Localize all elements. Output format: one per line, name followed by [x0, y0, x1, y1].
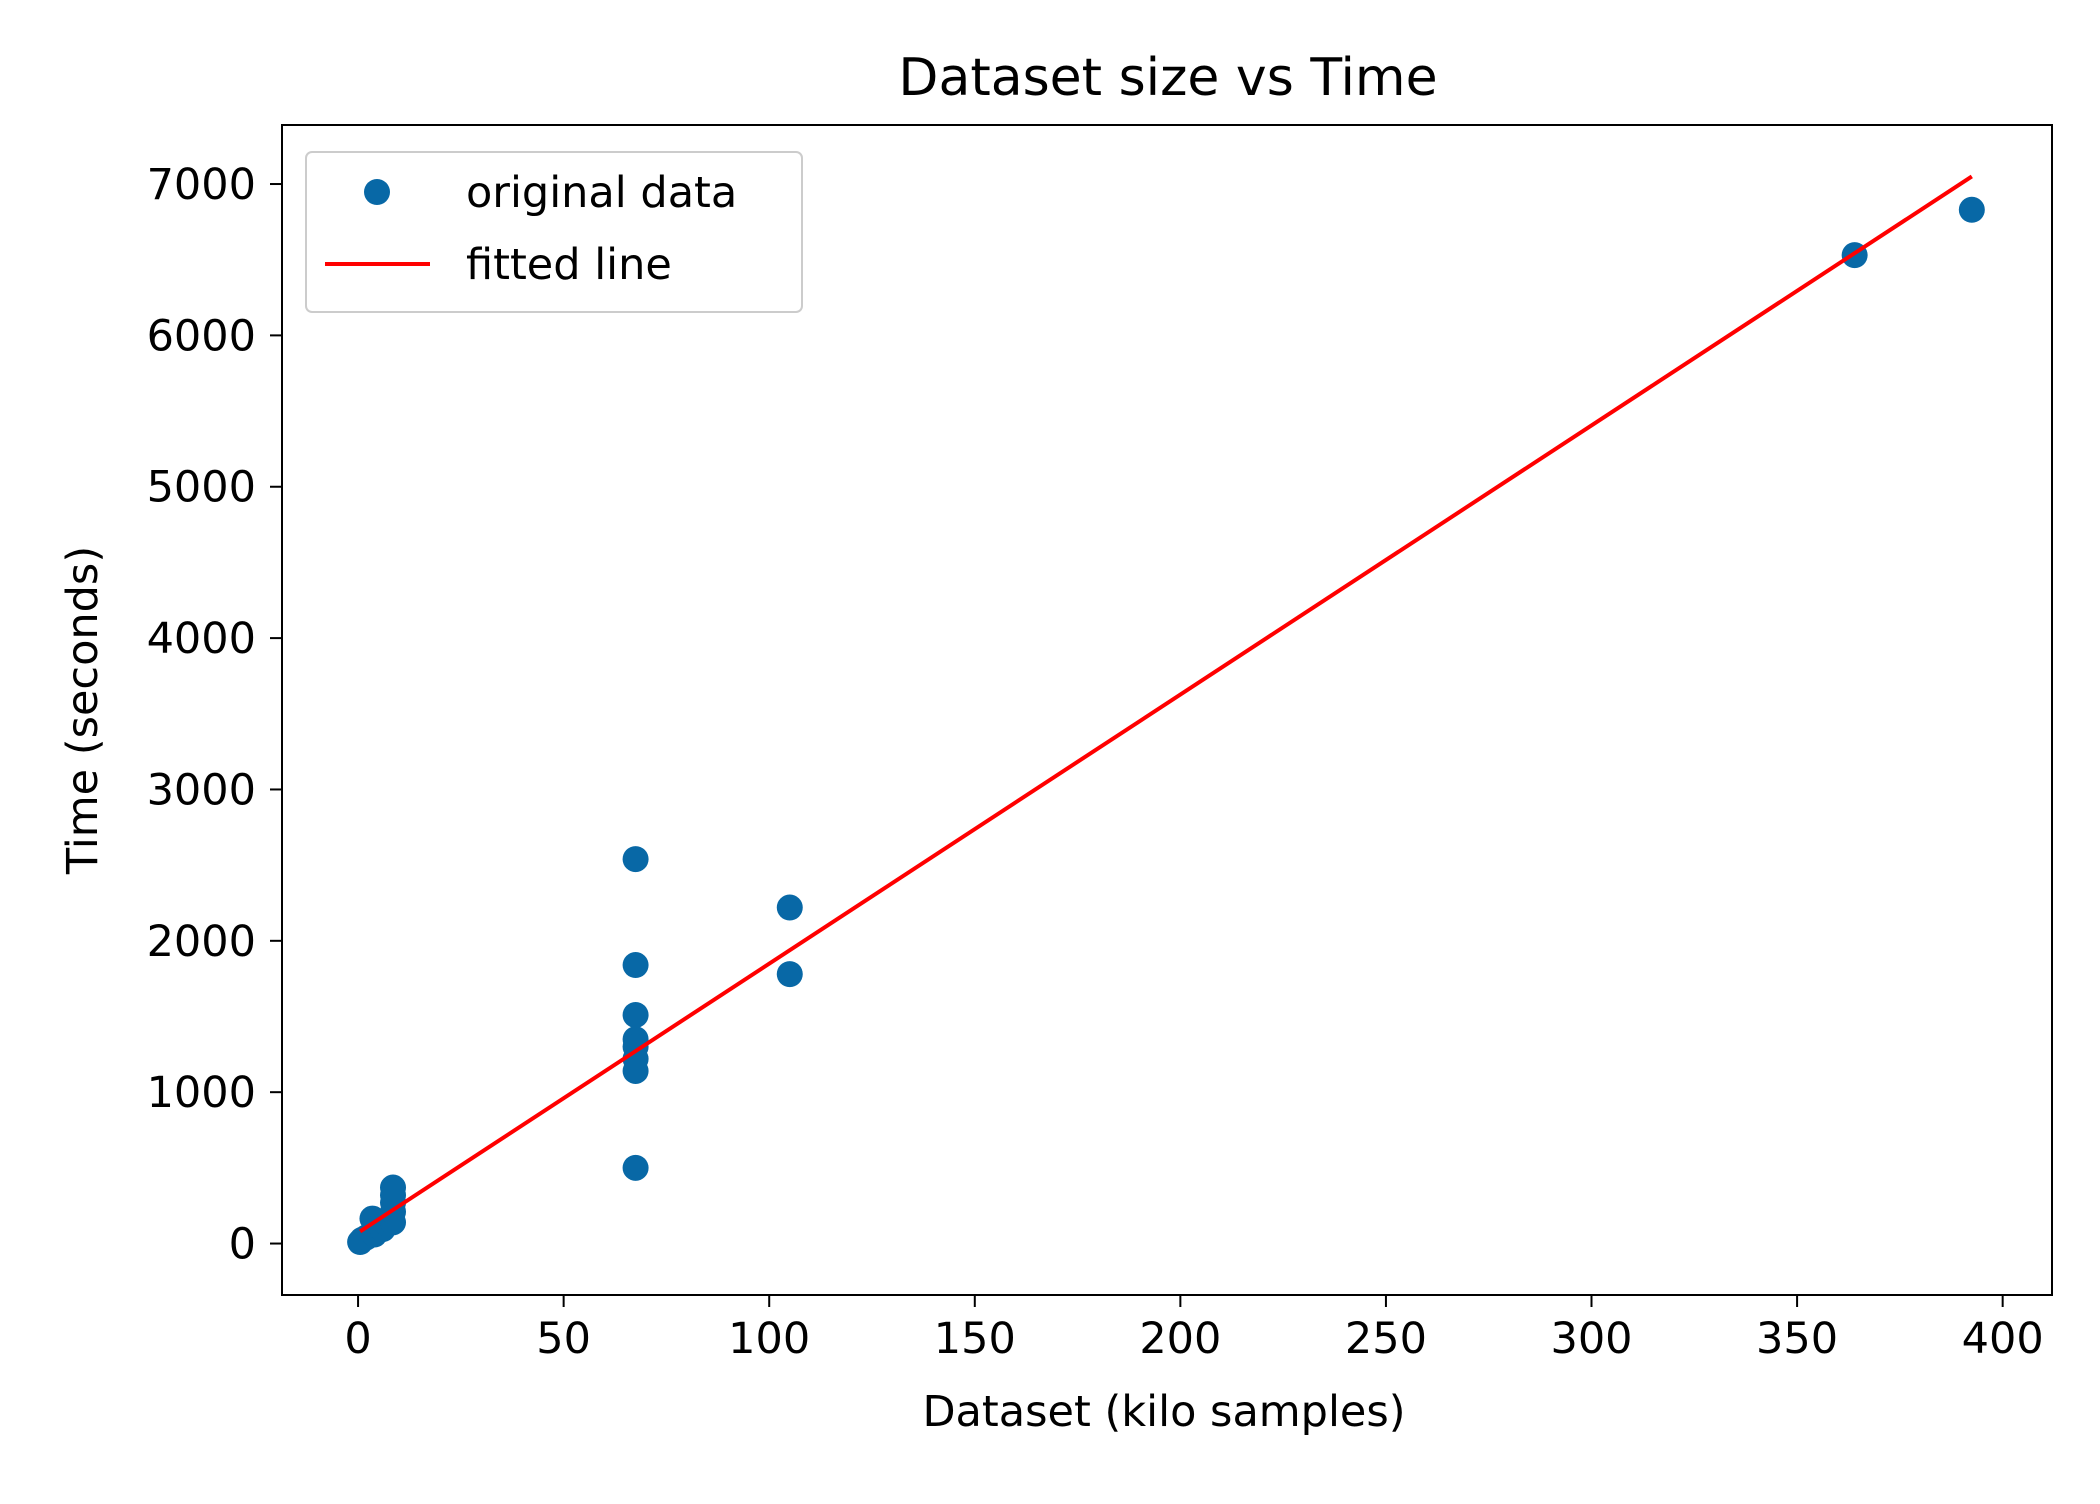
- x-tick-label: 0: [344, 1314, 371, 1364]
- y-tick-label: 3000: [147, 765, 256, 815]
- data-point: [776, 894, 803, 921]
- x-tick-label: 400: [1962, 1314, 2044, 1364]
- data-point: [622, 846, 649, 873]
- plot-area-frame: [281, 124, 2053, 1296]
- legend-label-fitted-line: fitted line: [466, 240, 672, 290]
- x-axis-ticks: 0 50 100 150 200 250 300 350 400: [344, 1295, 2044, 1364]
- y-axis-label: Time (seconds): [58, 546, 108, 875]
- y-tick-label: 0: [229, 1220, 256, 1270]
- chart-title: Dataset size vs Time: [898, 48, 1437, 108]
- x-tick-label: 350: [1756, 1314, 1838, 1364]
- y-axis-ticks: 0 1000 2000 3000 4000 5000 6000 7000: [147, 160, 282, 1270]
- data-series-layer: [347, 174, 1985, 1256]
- x-tick-label: 100: [728, 1314, 810, 1364]
- fitted-line: [359, 174, 1973, 1234]
- y-tick-label: 6000: [147, 311, 256, 361]
- legend: original data fitted line: [305, 151, 803, 313]
- legend-box: [305, 151, 803, 313]
- y-tick-label: 2000: [147, 917, 256, 967]
- x-tick-label: 150: [934, 1314, 1016, 1364]
- x-tick-label: 200: [1139, 1314, 1221, 1364]
- data-point: [380, 1174, 407, 1201]
- legend-label-original-data: original data: [466, 168, 737, 218]
- y-tick-label: 4000: [147, 614, 256, 664]
- y-tick-label: 1000: [147, 1068, 256, 1118]
- data-point: [622, 1154, 649, 1181]
- data-point: [622, 952, 649, 979]
- data-point: [1958, 196, 1985, 223]
- x-tick-label: 300: [1550, 1314, 1632, 1364]
- x-tick-label: 250: [1345, 1314, 1427, 1364]
- y-tick-label: 7000: [147, 160, 256, 210]
- x-tick-label: 50: [536, 1314, 591, 1364]
- legend-marker-original-data: [364, 179, 390, 205]
- y-tick-label: 5000: [147, 463, 256, 513]
- x-axis-label: Dataset (kilo samples): [922, 1387, 1405, 1437]
- data-point: [622, 1001, 649, 1028]
- data-point: [776, 961, 803, 988]
- data-point: [622, 1057, 649, 1084]
